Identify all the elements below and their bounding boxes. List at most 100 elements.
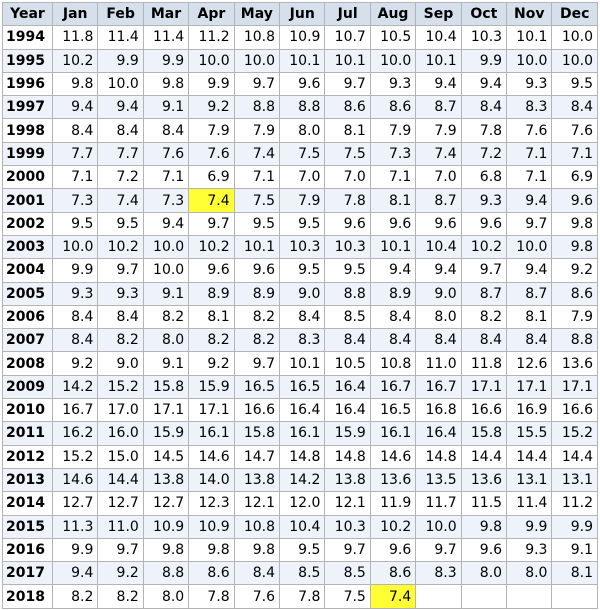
table-row: 2004 9.9 9.7 10.0 9.6 9.6 9.5 9.5 9.4 9.4 9.7 9.4 9.…: [2, 258, 598, 283]
table-cell: 9.7: [324, 537, 371, 563]
table-row: 2003 10.0 10.2 10.0 10.2 10.1 10.3 10.3 10.1 10.4…: [2, 234, 598, 260]
row-year: 2004: [2, 258, 53, 283]
row-year: 1994: [2, 25, 53, 50]
table-cell: 8.9: [369, 281, 417, 306]
table-cell: 8.4: [460, 328, 508, 353]
table-cell: 8.4: [369, 328, 417, 353]
table-cell: 9.9: [142, 48, 190, 73]
table-cell: 6.9: [188, 165, 235, 190]
table-cell: 7.1: [51, 165, 99, 190]
table-cell: 12.1: [324, 491, 371, 516]
table-cell: 10.0: [97, 71, 144, 97]
table-cell: 9.9: [51, 537, 99, 563]
table-cell: 16.6: [551, 398, 598, 423]
table-cell: 15.2: [51, 444, 99, 469]
table-cell: 16.7: [369, 374, 417, 400]
table-cell: 10.2: [369, 514, 417, 539]
table-cell: 9.9: [551, 514, 598, 539]
table-cell: 7.8: [324, 188, 371, 213]
column-header-aug: Aug: [369, 1, 417, 27]
table-cell: 16.5: [233, 374, 281, 400]
table-row: 2006 8.4 8.4 8.2 8.1 8.2 8.4 8.5 8.4 8.0 8.2 8.1 7.9: [2, 304, 598, 330]
table-cell: 10.0: [233, 48, 281, 73]
table-cell: 15.8: [142, 374, 190, 400]
column-header-sep: Sep: [415, 1, 462, 27]
table-cell: 7.5: [324, 141, 371, 167]
table-cell: 17.1: [188, 398, 235, 423]
column-header-apr: Apr: [188, 1, 235, 27]
table-cell: 13.5: [415, 467, 462, 493]
table-cell: 13.6: [551, 351, 598, 376]
column-header-year: Year: [2, 1, 53, 27]
table-cell: 9.8: [460, 514, 508, 539]
table-cell: 11.4: [142, 25, 190, 50]
table-cell: 9.6: [279, 71, 326, 97]
table-cell: 16.9: [506, 398, 553, 423]
column-header-dec: Dec: [551, 1, 598, 27]
table-cell: 17.1: [551, 374, 598, 400]
row-year: 1998: [2, 118, 53, 143]
table-cell: 10.0: [415, 514, 462, 539]
table-row: 2007 8.4 8.2 8.0 8.2 8.2 8.3 8.4 8.4 8.4 8.4 8.4 8.8: [2, 328, 598, 353]
table-cell: 11.5: [460, 491, 508, 516]
table-cell: 16.4: [415, 421, 462, 446]
table-cell: 13.6: [460, 467, 508, 493]
table-cell: 7.6: [233, 584, 281, 609]
row-year: 2006: [2, 304, 53, 330]
table-cell: 9.4: [142, 211, 190, 236]
highlighted-cell: 7.4: [188, 188, 235, 213]
table-cell: 10.9: [279, 25, 326, 50]
table-cell: 9.1: [142, 95, 190, 120]
table-cell: 10.0: [506, 234, 553, 260]
table-cell: 7.2: [460, 141, 508, 167]
row-year: 2011: [2, 421, 53, 446]
table-cell: 13.8: [324, 467, 371, 493]
table-cell: 10.0: [51, 234, 99, 260]
header-row: Year Jan Feb Mar Apr May Jun Jul Aug Sep Oct Nov Dec: [2, 1, 598, 27]
row-year: 2016: [2, 537, 53, 563]
table-cell: 8.4: [233, 561, 281, 586]
table-cell: 7.5: [324, 584, 371, 609]
table-cell: 9.5: [51, 211, 99, 236]
table-cell: 16.5: [369, 398, 417, 423]
table-cell: 9.8: [142, 537, 190, 563]
table-cell: 9.4: [415, 258, 462, 283]
table-cell: 8.4: [51, 328, 99, 353]
row-year: 1996: [2, 71, 53, 97]
row-year: 1997: [2, 95, 53, 120]
table-cell: 16.0: [97, 421, 144, 446]
table-cell: 14.4: [551, 444, 598, 469]
table-cell: 8.7: [506, 281, 553, 306]
table-cell: 10.2: [51, 48, 99, 73]
table-cell: 8.2: [142, 304, 190, 330]
table-cell: 8.7: [415, 95, 462, 120]
table-cell: 16.1: [369, 421, 417, 446]
table-cell: 9.5: [233, 211, 281, 236]
table-cell: 15.5: [506, 421, 553, 446]
row-year: 2000: [2, 165, 53, 190]
table-cell: 8.2: [460, 304, 508, 330]
table-cell: 14.4: [97, 467, 144, 493]
table-row: 2015 11.3 11.0 10.9 10.9 10.8 10.4 10.3 10.2 10.0…: [2, 514, 598, 539]
table-cell: 9.4: [97, 95, 144, 120]
table-cell: 9.5: [279, 211, 326, 236]
table-row: 2005 9.3 9.3 9.1 8.9 8.9 9.0 8.8 8.9 9.0 8.7 8.7 8.6: [2, 281, 598, 306]
table-cell: 14.6: [188, 444, 235, 469]
table-cell: 7.9: [233, 118, 281, 143]
table-cell: 15.8: [233, 421, 281, 446]
table-cell: 9.6: [460, 537, 508, 563]
table-cell: 9.8: [188, 537, 235, 563]
table-cell: 8.2: [97, 328, 144, 353]
table-cell: 9.9: [460, 48, 508, 73]
table-cell: 11.2: [551, 491, 598, 516]
table-cell: 9.9: [188, 71, 235, 97]
table-cell: 7.3: [51, 188, 99, 213]
table-cell: 14.0: [188, 467, 235, 493]
table-cell: 9.3: [369, 71, 417, 97]
table-cell: 8.3: [506, 95, 553, 120]
table-cell: 8.2: [233, 304, 281, 330]
table-cell: 10.1: [415, 48, 462, 73]
row-year: 2014: [2, 491, 53, 516]
table-cell: 10.1: [279, 48, 326, 73]
table-cell: 8.0: [142, 328, 190, 353]
